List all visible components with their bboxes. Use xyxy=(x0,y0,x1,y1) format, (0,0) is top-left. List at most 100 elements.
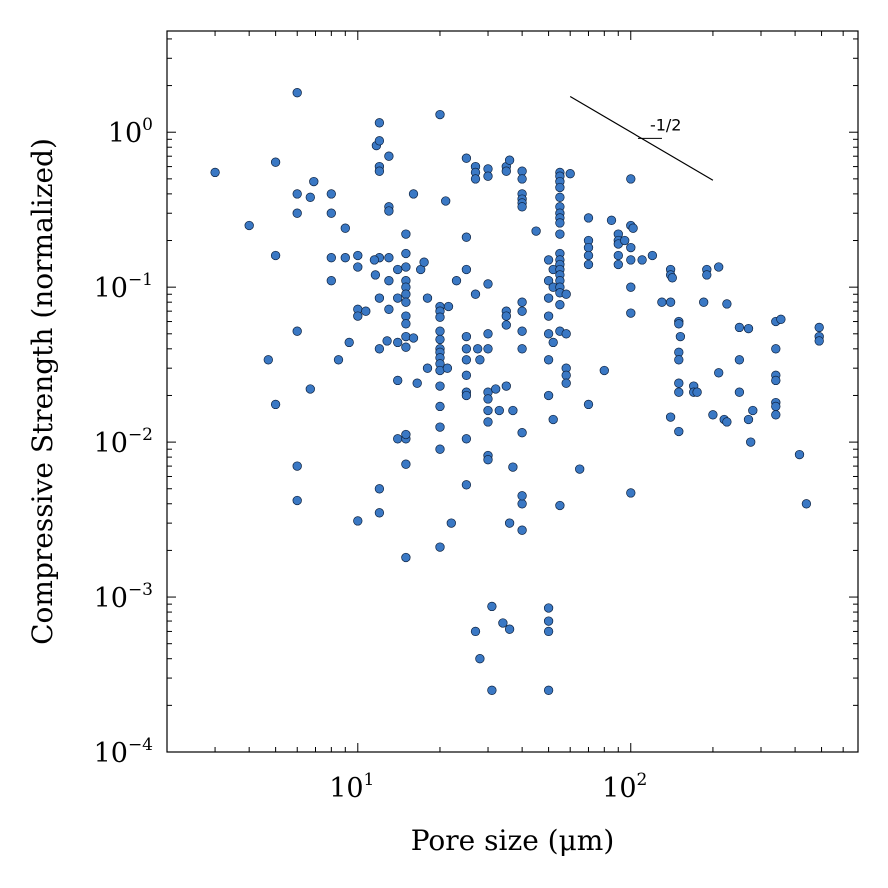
data-point xyxy=(473,344,483,354)
data-point xyxy=(210,167,220,178)
data-point xyxy=(531,226,541,236)
data-point xyxy=(517,297,527,307)
data-point xyxy=(374,508,385,518)
data-point xyxy=(771,375,781,386)
data-point xyxy=(483,417,493,427)
data-point xyxy=(305,384,315,394)
data-point xyxy=(461,390,472,401)
data-point xyxy=(498,618,508,628)
data-point xyxy=(628,223,638,233)
data-point xyxy=(626,282,636,292)
data-point xyxy=(583,259,594,270)
data-point xyxy=(435,312,445,322)
data-point xyxy=(292,495,302,506)
data-point xyxy=(674,378,684,388)
data-point xyxy=(446,518,456,528)
data-point xyxy=(667,273,677,283)
data-point xyxy=(814,336,824,346)
data-point xyxy=(543,390,554,401)
data-point xyxy=(326,208,336,218)
data-point xyxy=(270,157,281,167)
data-point xyxy=(401,319,411,329)
data-point xyxy=(422,293,433,303)
data-point xyxy=(461,344,472,354)
data-point xyxy=(543,293,554,303)
data-point xyxy=(665,297,676,307)
data-point xyxy=(620,235,630,246)
x-tick-label: 101 xyxy=(329,770,374,804)
data-point xyxy=(326,276,336,286)
data-point xyxy=(722,299,732,309)
data-point xyxy=(443,301,454,312)
data-point xyxy=(483,171,493,181)
data-point xyxy=(353,516,363,526)
data-point xyxy=(517,202,527,212)
data-point xyxy=(483,329,493,339)
data-point xyxy=(374,118,385,128)
data-point xyxy=(714,368,724,378)
data-point xyxy=(543,603,554,613)
y-axis-label: Compressive Strength (normalized) xyxy=(26,138,59,645)
data-point xyxy=(435,334,445,345)
data-point xyxy=(626,255,636,265)
data-point xyxy=(543,685,554,695)
data-point xyxy=(555,229,565,239)
data-point xyxy=(401,229,411,239)
data-point xyxy=(657,297,667,307)
data-point xyxy=(435,326,445,336)
x-axis-label: Pore size (μm) xyxy=(411,824,615,857)
data-point xyxy=(483,279,493,289)
data-point xyxy=(517,174,527,184)
data-point xyxy=(561,370,571,380)
data-point xyxy=(734,322,745,333)
data-point xyxy=(374,166,385,176)
data-point xyxy=(384,304,394,314)
data-point xyxy=(743,323,754,334)
data-point xyxy=(702,270,712,280)
y-tick-label: 10−2 xyxy=(94,425,153,459)
data-point xyxy=(517,326,527,336)
data-points xyxy=(210,88,824,695)
data-point xyxy=(382,336,392,346)
data-point xyxy=(599,365,609,376)
y-tick-label: 10−3 xyxy=(94,580,153,614)
data-point xyxy=(401,297,411,307)
data-point xyxy=(504,624,515,634)
data-point xyxy=(494,405,504,416)
data-point xyxy=(344,337,354,348)
data-point xyxy=(461,355,472,365)
data-point xyxy=(548,414,558,425)
data-point xyxy=(435,542,445,552)
data-point xyxy=(393,434,403,444)
data-point xyxy=(794,449,805,460)
data-point xyxy=(340,223,350,233)
data-point xyxy=(565,169,575,179)
data-point xyxy=(470,626,481,637)
data-point xyxy=(665,412,676,422)
data-point xyxy=(487,601,497,612)
data-point xyxy=(771,401,781,412)
data-point xyxy=(461,434,472,444)
data-point xyxy=(708,410,718,420)
data-point xyxy=(244,220,254,231)
data-point xyxy=(475,355,485,365)
data-point xyxy=(626,242,636,253)
data-point xyxy=(692,387,702,397)
data-point xyxy=(501,381,511,391)
data-point xyxy=(776,314,786,324)
data-point xyxy=(771,410,781,420)
data-point xyxy=(626,308,636,318)
data-point xyxy=(801,499,812,509)
data-point xyxy=(292,461,302,471)
data-point xyxy=(583,399,594,410)
data-point xyxy=(369,255,380,265)
data-point xyxy=(401,262,411,272)
data-point xyxy=(384,206,394,216)
data-point xyxy=(435,401,445,412)
y-tick-label: 100 xyxy=(108,115,153,149)
data-point xyxy=(504,518,515,528)
data-point xyxy=(461,153,472,163)
data-point xyxy=(326,189,336,199)
data-point xyxy=(270,250,281,261)
